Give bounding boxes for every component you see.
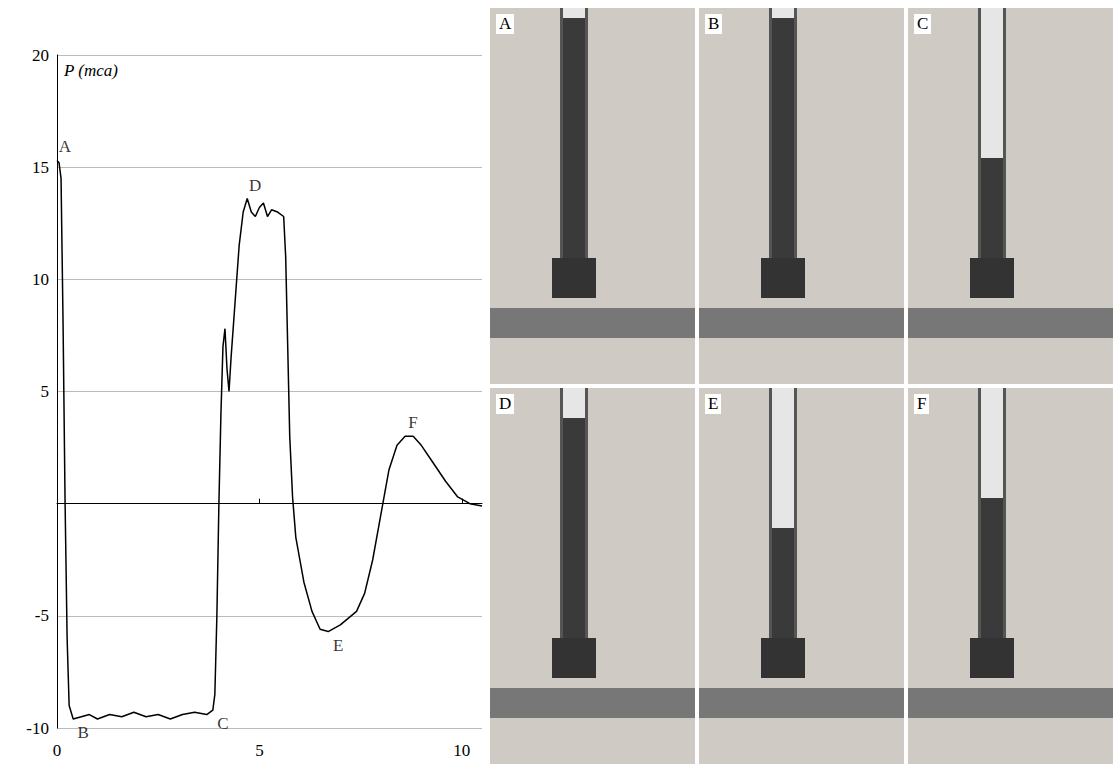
svg-text:E: E: [333, 636, 343, 655]
html-text:E: E: [708, 394, 719, 413]
svg-text:5: 5: [255, 741, 264, 760]
svg-text:C: C: [217, 714, 228, 733]
svg-text:15: 15: [32, 158, 49, 177]
svg-text:-5: -5: [35, 606, 49, 625]
html-text:F: F: [917, 394, 927, 413]
svg-text:20: 20: [32, 46, 49, 65]
html-text:C: C: [917, 14, 929, 33]
svg-text:F: F: [408, 413, 417, 432]
svg-text:0: 0: [53, 741, 62, 760]
svg-text:5: 5: [41, 382, 50, 401]
html-text:B: B: [708, 14, 720, 33]
svg-text:B: B: [78, 723, 89, 742]
svg-text:10: 10: [32, 270, 49, 289]
svg-text:10: 10: [453, 741, 470, 760]
svg-text:D: D: [249, 176, 261, 195]
svg-text:-10: -10: [26, 719, 49, 738]
svg-text:P (mca): P (mca): [63, 61, 118, 80]
html-text:A: A: [499, 14, 512, 33]
svg-text:A: A: [59, 137, 72, 156]
html-text:D: D: [499, 394, 512, 413]
